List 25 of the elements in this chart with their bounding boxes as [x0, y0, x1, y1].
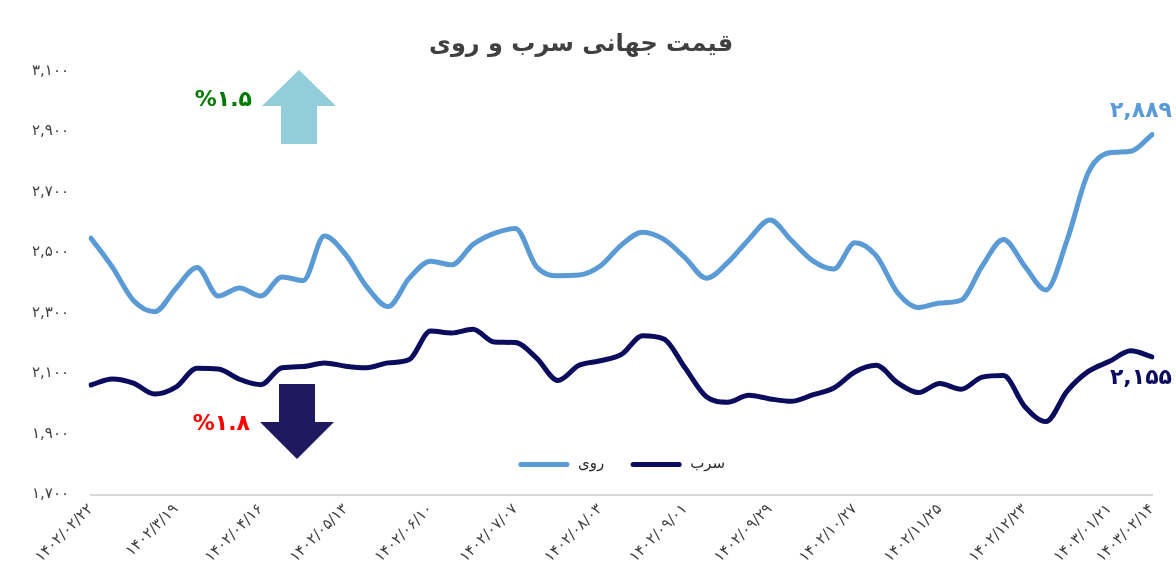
- annotation: %۱.۸: [192, 409, 251, 435]
- x-tick-label: ۱۴۰۲/۳/۱۹: [121, 499, 182, 560]
- y-tick-label: ۱,۹۰۰: [31, 423, 69, 442]
- chart-title: قیمت جهانی سرب و روی: [428, 28, 734, 57]
- y-tick-label: ۲,۳۰۰: [31, 302, 69, 321]
- y-tick-label: ۲,۹۰۰: [31, 121, 69, 140]
- legend-label: روی: [577, 454, 605, 473]
- x-tick-label: ۱۴۰۲/۱۲/۲۳: [964, 499, 1031, 566]
- y-tick-label: ۲,۱۰۰: [31, 363, 69, 382]
- legend-label: سرب: [690, 454, 726, 473]
- y-tick-label: ۲,۷۰۰: [31, 181, 69, 200]
- y-tick-label: ۲,۵۰۰: [31, 242, 69, 261]
- x-tick-label: ۱۴۰۲/۱۱/۲۵: [879, 499, 946, 566]
- x-tick-label: ۱۴۰۲/۰۷/۰۷: [455, 499, 521, 566]
- x-tick-label: ۱۴۰۲/۰۶/۱۰: [370, 499, 437, 566]
- x-tick-label: ۱۴۰۲/۰۸/۰۳: [540, 499, 606, 566]
- data-label: ۲,۱۵۵: [1109, 363, 1172, 389]
- x-tick-label: ۱۴۰۲/۰۹/۲۹: [710, 499, 776, 566]
- x-tick-label: ۱۴۰۲/۱۰/۲۷: [795, 499, 861, 566]
- x-tick-label: ۱۴۰۲/۰۵/۱۳: [285, 499, 352, 566]
- x-tick-label: ۱۴۰۲/۰۹/۰۱: [625, 499, 691, 566]
- y-tick-label: ۳,۱۰۰: [31, 60, 69, 79]
- x-tick-label: ۱۴۰۲/۰۴/۱۶: [200, 499, 267, 566]
- annotation: %۱.۵: [194, 85, 252, 111]
- data-label: ۲,۸۸۹: [1109, 97, 1172, 123]
